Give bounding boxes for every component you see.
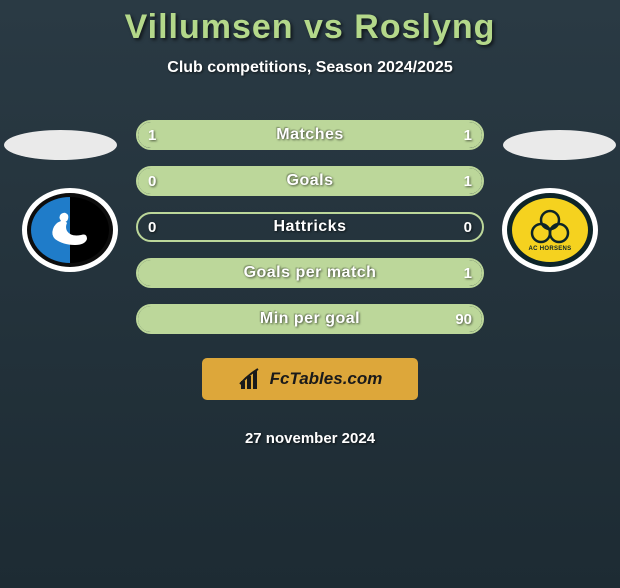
stat-row-min-per-goal: Min per goal 90 bbox=[136, 304, 484, 334]
stat-label: Goals bbox=[138, 172, 482, 190]
stat-right-value: 1 bbox=[464, 265, 472, 282]
stat-right-value: 1 bbox=[464, 173, 472, 190]
stat-row-hattricks: 0 Hattricks 0 bbox=[136, 212, 484, 242]
stat-right-value: 1 bbox=[464, 127, 472, 144]
footer-date: 27 november 2024 bbox=[245, 430, 375, 447]
brand-badge[interactable]: FcTables.com bbox=[202, 358, 418, 400]
stat-label: Goals per match bbox=[138, 264, 482, 282]
stat-label: Hattricks bbox=[138, 218, 482, 236]
stat-right-value: 90 bbox=[455, 311, 472, 328]
stat-right-value: 0 bbox=[464, 219, 472, 236]
stat-row-goals: 0 Goals 1 bbox=[136, 166, 484, 196]
stat-label: Min per goal bbox=[138, 310, 482, 328]
brand-text: FcTables.com bbox=[270, 369, 383, 389]
stat-row-matches: 1 Matches 1 bbox=[136, 120, 484, 150]
stat-left-value: 1 bbox=[148, 127, 156, 144]
bar-chart-icon bbox=[238, 366, 264, 392]
stat-row-goals-per-match: Goals per match 1 bbox=[136, 258, 484, 288]
stat-label: Matches bbox=[138, 126, 482, 144]
page-title: Villumsen vs Roslyng bbox=[0, 8, 620, 47]
page-subtitle: Club competitions, Season 2024/2025 bbox=[0, 59, 620, 77]
stat-left-value: 0 bbox=[148, 219, 156, 236]
stats-container: 1 Matches 1 0 Goals 1 0 Hattricks 0 Goal… bbox=[0, 120, 620, 447]
stat-left-value: 0 bbox=[148, 173, 156, 190]
